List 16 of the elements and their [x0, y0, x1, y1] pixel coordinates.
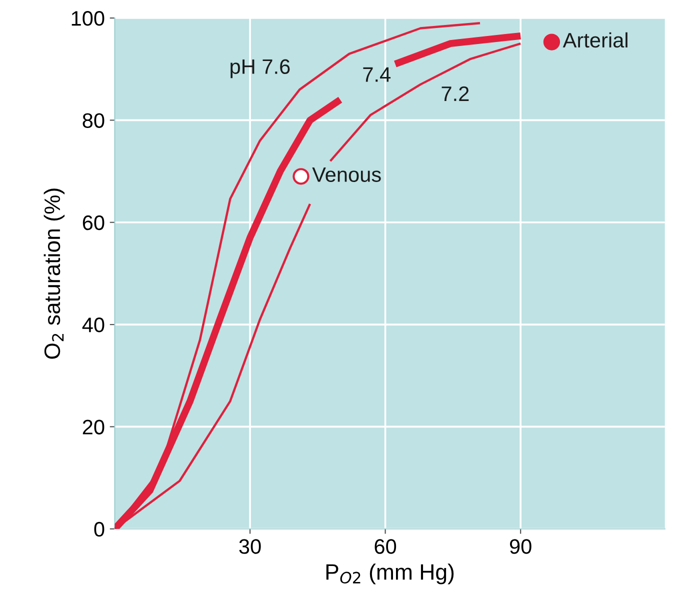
- series-label: Arterial: [562, 32, 628, 48]
- y-tick-label: 60: [82, 215, 104, 230]
- y-tick-label: 100: [72, 11, 104, 26]
- y-tick-label: 20: [82, 420, 104, 434]
- y-axis-title: O$_{2}$ saturation (%): [44, 188, 65, 359]
- x-axis-title: P$_{O2}$ (mm Hg): [326, 564, 454, 584]
- series-label: 7.4: [363, 67, 391, 82]
- y-tick-label: 40: [82, 318, 104, 332]
- series-label: pH 7.6: [230, 59, 290, 78]
- series-label: Venous: [312, 167, 381, 182]
- y-tick-label: 0: [94, 522, 104, 537]
- x-tick-label: 30: [239, 539, 261, 554]
- x-tick-label: 90: [510, 539, 532, 554]
- y-tick-label: 80: [82, 113, 104, 128]
- x-tick-label: 60: [374, 539, 396, 554]
- series-label: 7.2: [442, 86, 469, 101]
